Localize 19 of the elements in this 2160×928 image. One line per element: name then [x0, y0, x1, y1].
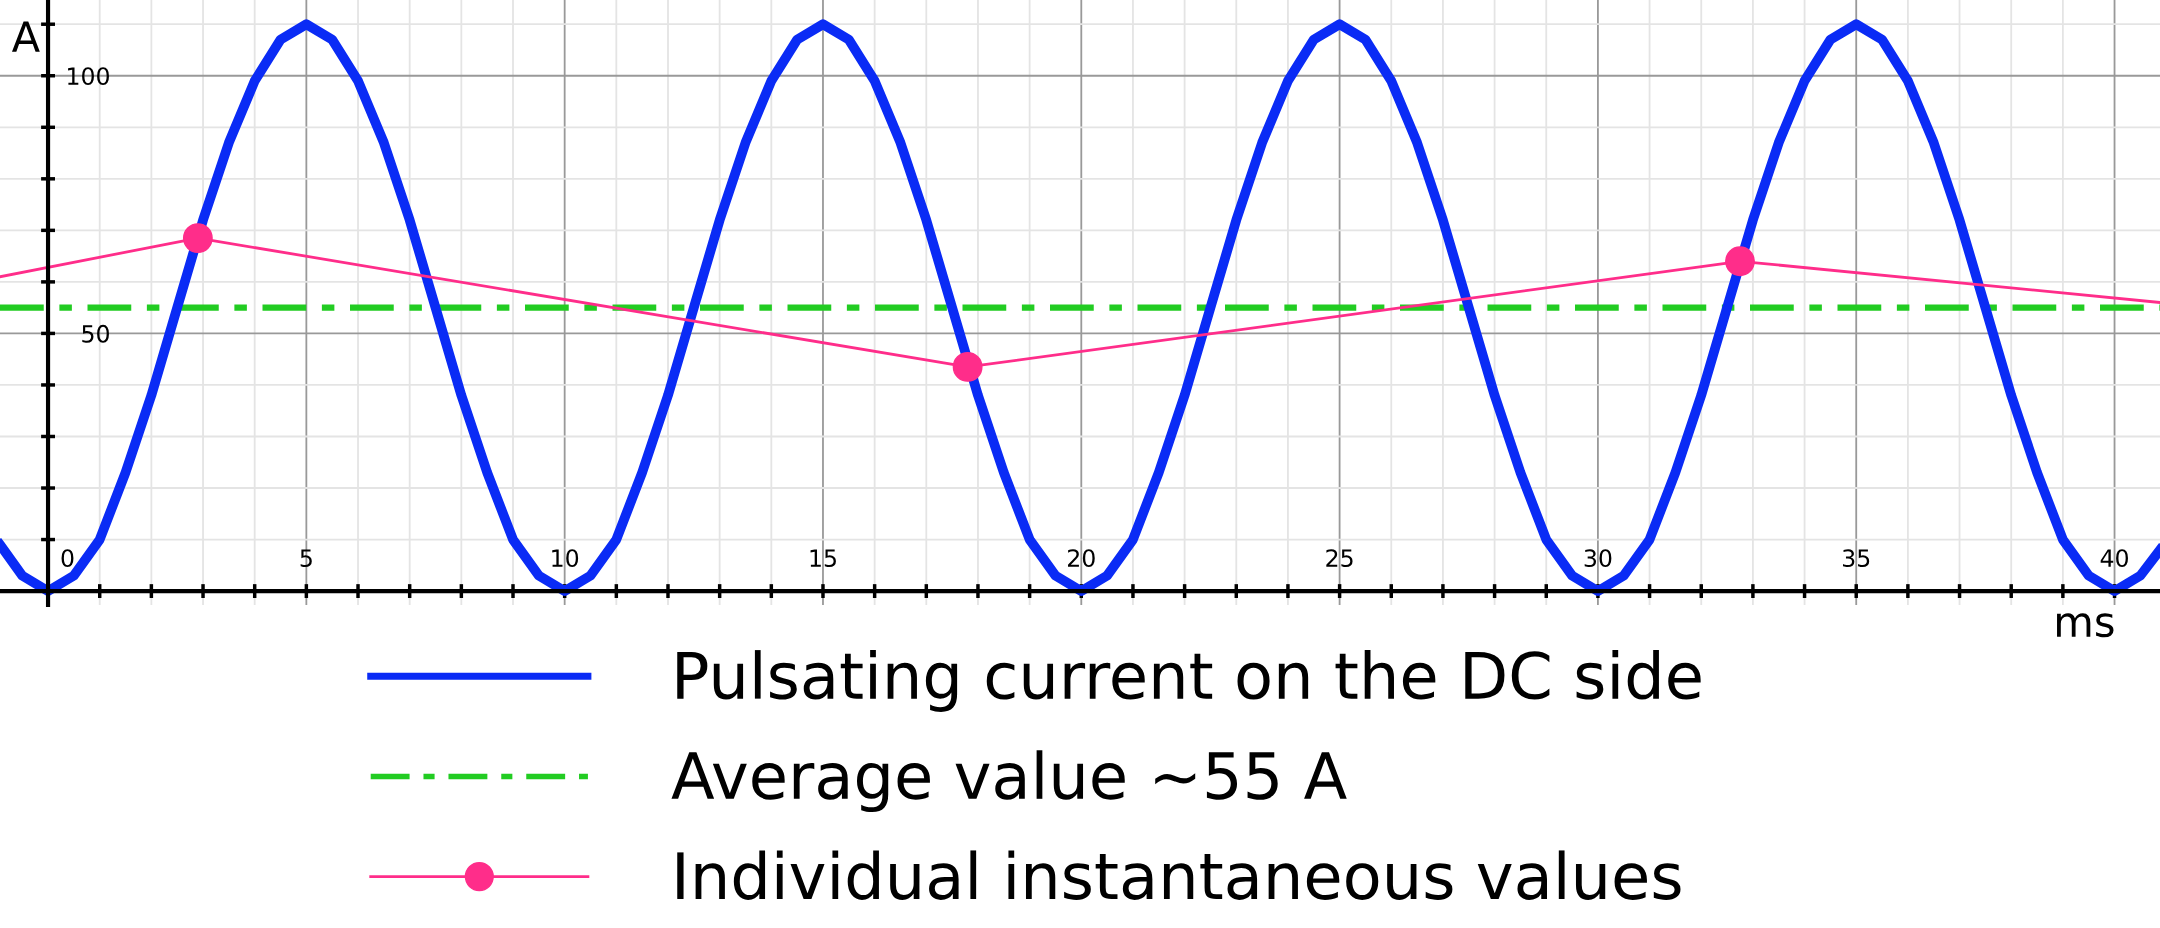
- point: [182, 223, 213, 254]
- x-tick-label: 15: [810, 549, 836, 568]
- x-axis-title: ms: [2057, 613, 2114, 638]
- x-tick-label: 30: [1584, 549, 1612, 568]
- point: [1725, 246, 1755, 277]
- y-axis-title: A: [11, 21, 40, 52]
- y-tick-label: 50: [82, 324, 109, 343]
- x-tick-label: 10: [552, 549, 579, 568]
- x-tick-label: 35: [1843, 549, 1870, 568]
- legend-label: Individual instantaneous values: [677, 850, 1681, 900]
- point: [952, 351, 983, 382]
- x-tick-label: 25: [1326, 549, 1353, 568]
- x-tick-label: 20: [1068, 549, 1095, 568]
- x-tick-label: 40: [2100, 549, 2128, 568]
- x-tick-label: 0: [61, 549, 74, 568]
- legend-label: Pulsating current on the DC side: [677, 650, 1701, 712]
- x-tick-label: 5: [300, 549, 312, 568]
- y-tick-label: 100: [68, 67, 109, 86]
- legend-label: Average value ~55 A: [671, 750, 1347, 813]
